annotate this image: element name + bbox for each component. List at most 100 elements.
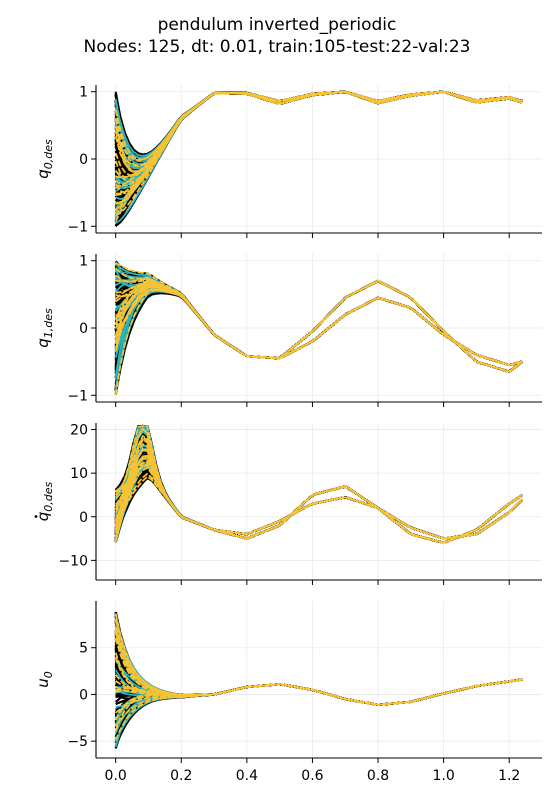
- train-trajectory: [114, 428, 524, 540]
- val-trajectory: [115, 425, 523, 540]
- test-trajectory: [115, 91, 523, 189]
- val-trajectory: [114, 288, 523, 366]
- train-trajectory: [114, 439, 524, 540]
- x-tick-label: 1.0: [432, 768, 454, 784]
- train-trajectory: [114, 286, 523, 367]
- train-trajectory: [114, 453, 524, 540]
- train-trajectory: [114, 666, 523, 706]
- train-trajectory: [114, 467, 524, 540]
- val-trajectory: [114, 678, 523, 721]
- test-trajectory: [114, 90, 523, 213]
- train-trajectory: [114, 454, 524, 540]
- train-trajectory: [115, 268, 523, 373]
- train-trajectory: [114, 90, 523, 223]
- train-trajectory: [114, 425, 523, 544]
- val-trajectory: [115, 91, 523, 187]
- train-trajectory: [115, 90, 523, 191]
- test-trajectory: [115, 268, 523, 373]
- y-tick-label: 0: [79, 510, 88, 526]
- val-trajectory: [114, 678, 523, 721]
- train-trajectory: [114, 287, 523, 374]
- train-trajectory: [114, 90, 523, 169]
- y-axis-label: q1,des: [34, 308, 55, 348]
- train-trajectory: [114, 426, 523, 544]
- val-trajectory: [114, 439, 523, 544]
- val-trajectory: [114, 463, 523, 540]
- train-trajectory: [114, 438, 524, 543]
- train-trajectory: [115, 90, 523, 200]
- val-trajectory: [115, 267, 523, 366]
- val-trajectory: [114, 449, 523, 544]
- train-trajectory: [114, 435, 524, 540]
- train-trajectory: [114, 469, 524, 540]
- train-trajectory: [114, 90, 523, 202]
- train-trajectory: [114, 90, 523, 201]
- val-trajectory: [114, 457, 523, 544]
- y-tick-label: −5: [67, 734, 88, 750]
- train-trajectory: [114, 288, 523, 367]
- train-trajectory: [114, 455, 523, 544]
- reference-curve: [214, 90, 523, 103]
- test-trajectory: [114, 437, 523, 544]
- train-trajectory: [114, 90, 523, 175]
- train-trajectory: [114, 678, 523, 722]
- test-trajectory: [114, 91, 523, 174]
- test-trajectory: [115, 91, 523, 201]
- train-trajectory: [114, 90, 523, 178]
- val-trajectory: [114, 472, 523, 540]
- y-tick-label: 20: [70, 423, 88, 439]
- train-trajectory: [114, 286, 523, 391]
- train-trajectory: [114, 678, 523, 730]
- train-trajectory: [114, 90, 523, 213]
- train-trajectory: [114, 432, 524, 540]
- train-trajectory: [114, 90, 523, 183]
- train-trajectory: [114, 90, 523, 174]
- train-trajectory: [114, 432, 523, 544]
- train-trajectory: [114, 678, 523, 721]
- train-trajectory: [114, 467, 523, 544]
- train-trajectory: [114, 90, 523, 186]
- train-trajectory: [114, 427, 523, 544]
- train-trajectory: [114, 451, 523, 544]
- val-trajectory: [114, 90, 523, 217]
- train-trajectory: [114, 90, 523, 172]
- train-trajectory: [114, 90, 523, 176]
- train-trajectory: [114, 90, 523, 198]
- train-trajectory: [114, 441, 524, 540]
- test-trajectory: [114, 91, 523, 219]
- x-tick-label: 0.4: [236, 768, 258, 784]
- train-trajectory: [114, 468, 523, 544]
- train-trajectory: [115, 90, 523, 195]
- train-trajectory: [114, 90, 523, 186]
- y-axis-label: q0,des: [34, 139, 55, 179]
- train-trajectory: [114, 90, 523, 179]
- test-trajectory: [114, 678, 523, 726]
- trajectory-group: [114, 260, 523, 396]
- train-trajectory: [114, 668, 523, 706]
- train-trajectory: [114, 668, 523, 706]
- train-trajectory: [114, 290, 523, 371]
- train-trajectory: [114, 90, 523, 223]
- train-trajectory: [114, 447, 523, 544]
- train-trajectory: [114, 425, 523, 544]
- val-trajectory: [114, 90, 523, 222]
- y-tick-label: −1: [67, 219, 88, 235]
- y-tick-label: −1: [67, 388, 88, 404]
- train-trajectory: [114, 90, 523, 172]
- test-trajectory: [114, 678, 523, 720]
- figure-title-line1: pendulum inverted_periodic: [158, 15, 397, 35]
- train-trajectory: [114, 90, 523, 177]
- train-trajectory: [114, 90, 523, 190]
- y-tick-label: 0: [79, 152, 88, 168]
- train-trajectory: [114, 272, 523, 367]
- val-trajectory: [115, 90, 523, 189]
- train-trajectory: [114, 455, 523, 544]
- val-trajectory: [114, 438, 523, 540]
- train-trajectory: [114, 455, 524, 543]
- train-trajectory: [114, 424, 523, 544]
- train-trajectory: [114, 678, 523, 729]
- val-trajectory: [115, 90, 523, 204]
- train-trajectory: [114, 90, 523, 180]
- train-trajectory: [114, 472, 524, 540]
- train-trajectory: [114, 425, 524, 540]
